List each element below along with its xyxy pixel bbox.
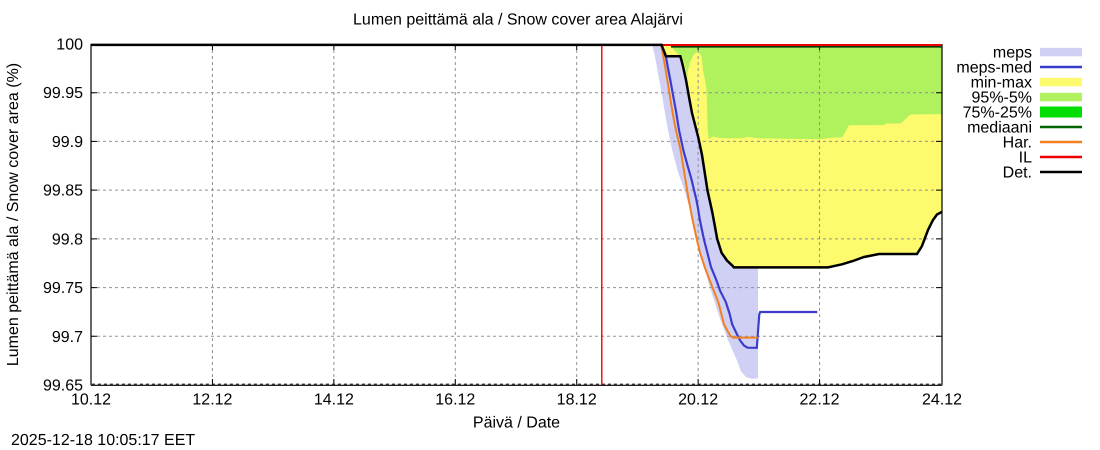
svg-text:10.12: 10.12 bbox=[71, 392, 111, 409]
svg-text:99.9: 99.9 bbox=[52, 134, 83, 151]
svg-text:mediaani: mediaani bbox=[967, 120, 1032, 137]
svg-text:75%-25%: 75%-25% bbox=[963, 105, 1032, 122]
svg-text:Lumen peittämä ala / Snow cove: Lumen peittämä ala / Snow cover area Ala… bbox=[353, 12, 683, 29]
svg-text:99.65: 99.65 bbox=[43, 378, 83, 395]
svg-text:22.12: 22.12 bbox=[800, 392, 840, 409]
svg-text:99.95: 99.95 bbox=[43, 85, 83, 102]
svg-text:99.85: 99.85 bbox=[43, 183, 83, 200]
svg-text:24.12: 24.12 bbox=[922, 392, 962, 409]
svg-text:20.12: 20.12 bbox=[678, 392, 718, 409]
svg-text:min-max: min-max bbox=[971, 75, 1032, 92]
svg-text:14.12: 14.12 bbox=[314, 392, 354, 409]
svg-text:meps: meps bbox=[993, 45, 1032, 62]
svg-text:99.75: 99.75 bbox=[43, 280, 83, 297]
svg-text:Det.: Det. bbox=[1003, 165, 1032, 182]
svg-text:12.12: 12.12 bbox=[192, 392, 232, 409]
svg-text:99.8: 99.8 bbox=[52, 231, 83, 248]
svg-text:Päivä / Date: Päivä / Date bbox=[473, 415, 560, 432]
svg-text:95%-5%: 95%-5% bbox=[972, 90, 1032, 107]
svg-text:Lumen peittämä ala / Snow cove: Lumen peittämä ala / Snow cover area (%) bbox=[5, 63, 22, 366]
svg-text:100: 100 bbox=[56, 37, 83, 54]
svg-text:meps-med: meps-med bbox=[956, 60, 1032, 77]
svg-text:Har.: Har. bbox=[1003, 135, 1032, 152]
svg-text:2025-12-18 10:05:17 EET: 2025-12-18 10:05:17 EET bbox=[11, 432, 195, 449]
svg-text:IL: IL bbox=[1019, 150, 1032, 167]
svg-text:18.12: 18.12 bbox=[557, 392, 597, 409]
svg-text:16.12: 16.12 bbox=[435, 392, 475, 409]
svg-text:99.7: 99.7 bbox=[52, 329, 83, 346]
